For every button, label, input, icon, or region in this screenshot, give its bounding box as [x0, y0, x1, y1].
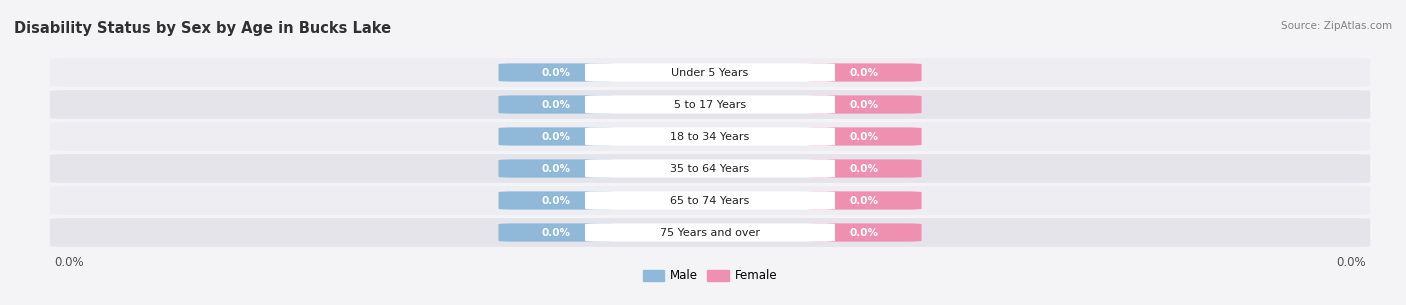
FancyBboxPatch shape [49, 218, 1371, 247]
Text: 0.0%: 0.0% [541, 163, 571, 174]
FancyBboxPatch shape [49, 122, 1371, 151]
Text: 0.0%: 0.0% [541, 67, 571, 77]
Text: 65 to 74 Years: 65 to 74 Years [671, 196, 749, 206]
Text: 18 to 34 Years: 18 to 34 Years [671, 131, 749, 142]
FancyBboxPatch shape [49, 186, 1371, 215]
FancyBboxPatch shape [49, 90, 1371, 119]
Text: 0.0%: 0.0% [849, 99, 879, 109]
Text: 0.0%: 0.0% [849, 67, 879, 77]
FancyBboxPatch shape [806, 223, 921, 242]
FancyBboxPatch shape [806, 63, 921, 82]
FancyBboxPatch shape [499, 160, 614, 178]
Text: 35 to 64 Years: 35 to 64 Years [671, 163, 749, 174]
FancyBboxPatch shape [499, 95, 614, 114]
FancyBboxPatch shape [585, 160, 835, 178]
Text: 0.0%: 0.0% [541, 131, 571, 142]
Text: 0.0%: 0.0% [849, 196, 879, 206]
FancyBboxPatch shape [499, 127, 614, 145]
FancyBboxPatch shape [585, 63, 835, 82]
Text: 75 Years and over: 75 Years and over [659, 228, 761, 238]
Text: 5 to 17 Years: 5 to 17 Years [673, 99, 747, 109]
FancyBboxPatch shape [585, 223, 835, 242]
Text: Under 5 Years: Under 5 Years [672, 67, 748, 77]
FancyBboxPatch shape [806, 160, 921, 178]
FancyBboxPatch shape [806, 95, 921, 114]
FancyBboxPatch shape [806, 191, 921, 210]
Text: Source: ZipAtlas.com: Source: ZipAtlas.com [1281, 21, 1392, 31]
FancyBboxPatch shape [499, 223, 614, 242]
FancyBboxPatch shape [499, 191, 614, 210]
Text: 0.0%: 0.0% [541, 99, 571, 109]
Text: Disability Status by Sex by Age in Bucks Lake: Disability Status by Sex by Age in Bucks… [14, 21, 391, 36]
Text: 0.0%: 0.0% [541, 228, 571, 238]
FancyBboxPatch shape [585, 95, 835, 114]
Text: 0.0%: 0.0% [541, 196, 571, 206]
FancyBboxPatch shape [49, 58, 1371, 87]
FancyBboxPatch shape [806, 127, 921, 145]
Text: 0.0%: 0.0% [849, 131, 879, 142]
FancyBboxPatch shape [585, 127, 835, 145]
FancyBboxPatch shape [49, 154, 1371, 183]
Legend: Male, Female: Male, Female [638, 265, 782, 287]
FancyBboxPatch shape [499, 63, 614, 82]
FancyBboxPatch shape [585, 191, 835, 210]
Text: 0.0%: 0.0% [849, 228, 879, 238]
Text: 0.0%: 0.0% [849, 163, 879, 174]
